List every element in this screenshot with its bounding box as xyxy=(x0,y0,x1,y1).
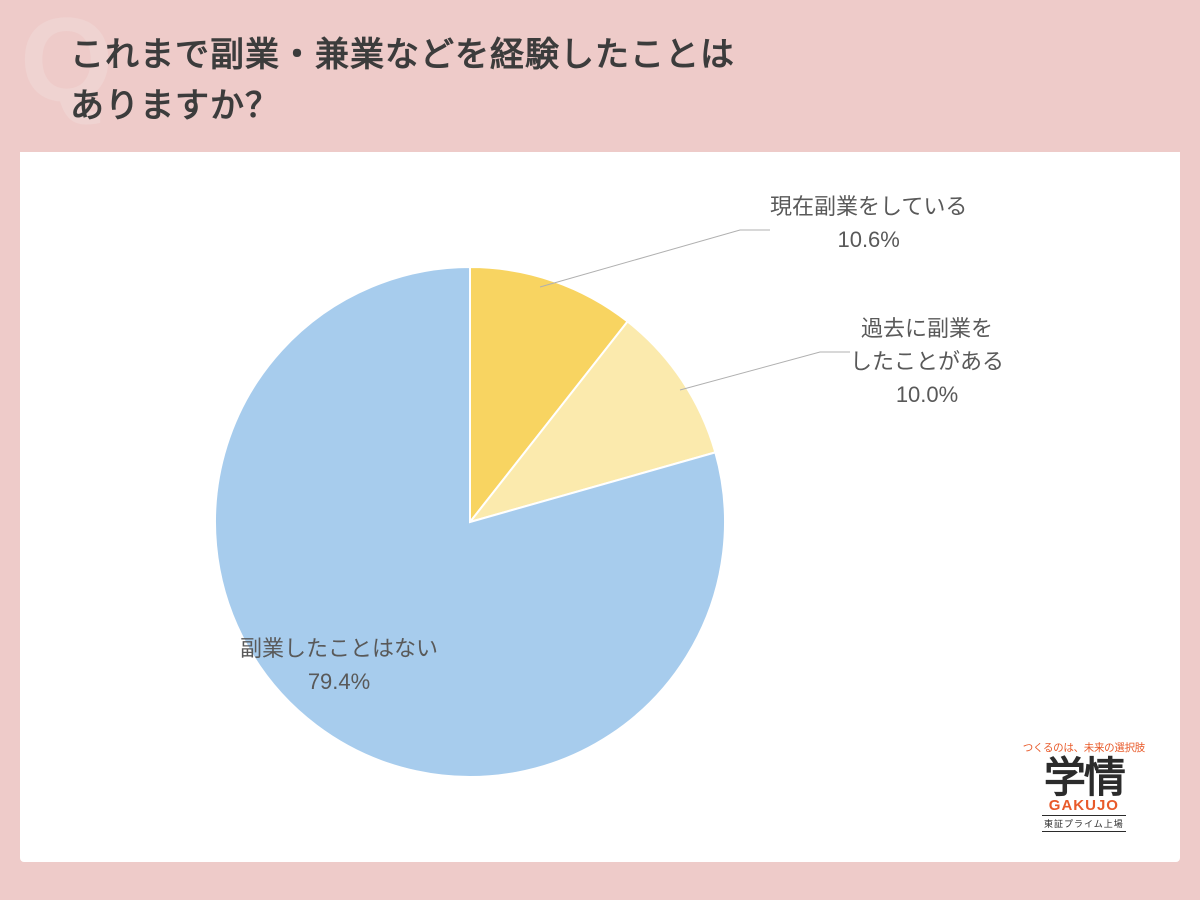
slice-label: 副業したことはない 79.4% xyxy=(240,632,438,698)
logo-tagline: つくるのは、未来の選択肢 xyxy=(1023,740,1145,755)
outer-frame: Q これまで副業・兼業などを経験したことは ありますか？ 現在副業をしている 1… xyxy=(0,0,1200,900)
logo-roman: GAKUJO xyxy=(1023,797,1145,814)
slice-label: 過去に副業を したことがある 10.0% xyxy=(850,312,1004,411)
pie-chart xyxy=(20,152,1180,862)
logo: つくるのは、未来の選択肢 学情 GAKUJO 東証プライム上場 xyxy=(1023,740,1145,832)
leader-line xyxy=(540,230,770,287)
header: Q これまで副業・兼業などを経験したことは ありますか？ xyxy=(10,10,1190,152)
slice-label: 現在副業をしている 10.6% xyxy=(770,190,967,256)
page-title: これまで副業・兼業などを経験したことは ありますか？ xyxy=(70,30,1140,132)
logo-main: 学情 xyxy=(1023,757,1145,799)
chart-panel: 現在副業をしている 10.6% 過去に副業を したことがある 10.0% 副業したこ… xyxy=(20,152,1180,862)
leader-line xyxy=(680,352,850,390)
logo-sub: 東証プライム上場 xyxy=(1042,815,1126,832)
